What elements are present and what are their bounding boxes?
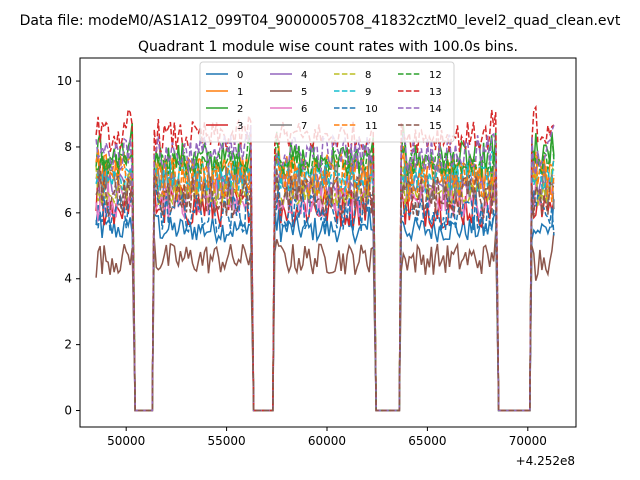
y-tick-label: 8 bbox=[64, 140, 72, 154]
legend-label: 13 bbox=[429, 87, 442, 98]
legend-label: 10 bbox=[365, 104, 378, 115]
legend-label: 9 bbox=[365, 87, 371, 98]
legend-label: 15 bbox=[429, 121, 442, 132]
y-tick-label: 4 bbox=[64, 272, 72, 286]
legend-label: 7 bbox=[301, 121, 307, 132]
legend-label: 4 bbox=[301, 70, 307, 81]
chart-title: Quadrant 1 module wise count rates with … bbox=[138, 39, 518, 55]
series-line-0 bbox=[95, 199, 555, 412]
legend-label: 1 bbox=[237, 87, 243, 98]
legend-label: 3 bbox=[237, 121, 243, 132]
x-tick-label: 55000 bbox=[207, 434, 245, 448]
x-tick-label: 60000 bbox=[308, 434, 346, 448]
legend-label: 14 bbox=[429, 104, 442, 115]
plot-lines bbox=[95, 104, 555, 412]
series-line-14 bbox=[95, 124, 555, 412]
series-line-8 bbox=[95, 164, 555, 412]
x-offset-label: +4.252e8 bbox=[516, 454, 575, 468]
legend-label: 11 bbox=[365, 121, 378, 132]
legend-box bbox=[199, 61, 455, 143]
legend-label: 0 bbox=[237, 70, 243, 81]
legend-label: 8 bbox=[365, 70, 371, 81]
series-line-12 bbox=[96, 131, 555, 412]
chart-suptitle: Data file: modeM0/AS1A12_099T04_90000057… bbox=[20, 13, 621, 29]
legend-label: 5 bbox=[301, 87, 307, 98]
legend-label: 6 bbox=[301, 104, 307, 115]
series-line-11 bbox=[95, 148, 555, 412]
series-line-15 bbox=[95, 163, 554, 412]
legend-label: 12 bbox=[429, 70, 442, 81]
series-line-5 bbox=[95, 231, 555, 412]
y-tick-label: 2 bbox=[64, 338, 72, 352]
plot-frame bbox=[79, 57, 577, 428]
series-line-10 bbox=[95, 181, 555, 412]
x-tick-label: 70000 bbox=[509, 434, 547, 448]
x-tick-label: 65000 bbox=[408, 434, 446, 448]
y-tick-label: 6 bbox=[64, 206, 72, 220]
x-tick-label: 50000 bbox=[107, 434, 145, 448]
y-tick-label: 10 bbox=[57, 74, 72, 88]
x-axis: 50000 55000 60000 65000 70000 bbox=[107, 427, 547, 448]
y-tick-label: 0 bbox=[64, 404, 72, 418]
y-axis: 0 2 4 6 8 10 bbox=[57, 74, 80, 418]
legend-label: 2 bbox=[237, 104, 243, 115]
